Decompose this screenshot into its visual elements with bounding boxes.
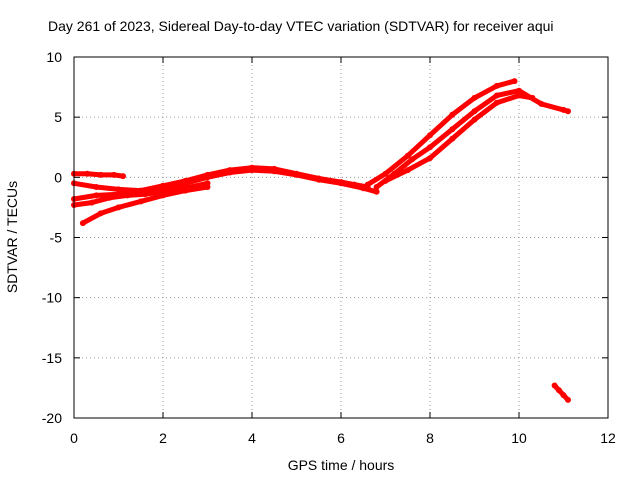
x-axis-label: GPS time / hours (288, 457, 395, 473)
data-point (79, 220, 86, 227)
data-point (538, 100, 545, 107)
data-point (449, 126, 456, 133)
data-point (560, 106, 567, 113)
data-point (511, 78, 518, 85)
series-arc-8 (383, 93, 535, 184)
data-point (449, 111, 456, 118)
data-point (137, 198, 144, 205)
y-tick-label: -5 (50, 230, 63, 246)
series-layer (71, 78, 571, 403)
data-point (427, 132, 433, 139)
data-point (115, 186, 122, 193)
data-point (427, 144, 433, 151)
data-point (565, 108, 571, 115)
data-point (106, 194, 113, 201)
data-point (373, 184, 380, 190)
data-point (315, 176, 322, 183)
data-point (360, 185, 367, 192)
y-axis-label: SDTVAR / TECUs (4, 181, 20, 293)
data-point (471, 108, 478, 115)
data-point (84, 170, 91, 177)
y-tick-label: 0 (54, 169, 62, 185)
data-point (373, 188, 380, 195)
grid (74, 57, 608, 418)
data-point (271, 168, 278, 175)
x-tick-label: 10 (511, 430, 527, 446)
data-point (493, 99, 500, 106)
series-arc-9 (552, 383, 571, 403)
x-tick-label: 6 (337, 430, 345, 446)
y-tick-label: -20 (42, 410, 62, 426)
data-point (204, 184, 211, 190)
data-point (551, 382, 558, 389)
data-point (471, 94, 478, 101)
data-point (97, 210, 104, 217)
data-point (142, 191, 149, 198)
x-tick-label: 0 (70, 430, 78, 446)
x-tick-label: 12 (600, 430, 616, 446)
data-point (249, 167, 255, 174)
data-point (93, 184, 100, 190)
y-tick-label: 5 (54, 109, 62, 125)
data-point (529, 94, 536, 101)
y-tick-label: -10 (42, 290, 62, 306)
data-point (160, 192, 166, 199)
data-point (338, 180, 344, 187)
data-point (516, 87, 522, 94)
data-point (409, 156, 416, 163)
data-point (565, 396, 571, 403)
data-point (97, 171, 104, 178)
x-tick-label: 8 (426, 430, 434, 446)
series-arc-4 (71, 180, 210, 208)
data-point (382, 177, 389, 184)
series-arc-6 (365, 78, 517, 188)
data-point (449, 135, 456, 142)
data-point (516, 92, 522, 99)
ticks: 0 2 4 6 8 10 12 -20 -15 -10 -5 0 5 10 (42, 49, 616, 446)
data-point (93, 192, 100, 199)
data-point (115, 204, 122, 211)
data-point (293, 171, 300, 178)
data-point (124, 192, 131, 199)
data-point (382, 170, 389, 177)
data-point (404, 167, 411, 174)
chart-title: Day 261 of 2023, Sidereal Day-to-day VTE… (48, 18, 554, 34)
x-tick-label: 4 (248, 430, 256, 446)
data-point (88, 199, 95, 206)
data-point (556, 387, 562, 394)
data-point (404, 152, 411, 159)
x-tick-label: 2 (159, 430, 167, 446)
data-point (364, 181, 371, 188)
data-point (226, 169, 233, 176)
data-point (427, 155, 433, 162)
data-point (560, 392, 567, 399)
data-point (204, 174, 211, 181)
y-tick-label: 10 (46, 49, 62, 65)
data-point (111, 171, 117, 178)
y-tick-label: -15 (42, 350, 62, 366)
data-point (120, 173, 126, 180)
data-point (493, 92, 500, 99)
data-point (471, 116, 478, 123)
data-point (182, 180, 189, 187)
data-point (182, 187, 189, 194)
data-point (493, 82, 500, 89)
